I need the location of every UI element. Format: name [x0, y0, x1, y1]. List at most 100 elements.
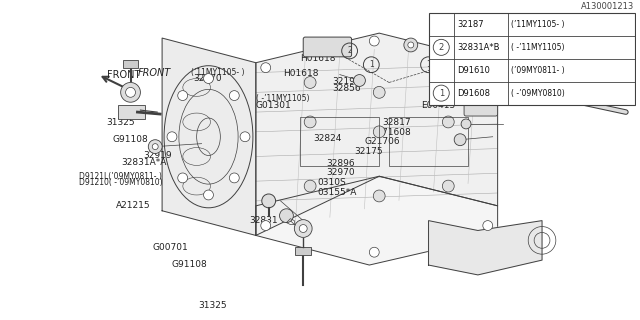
Text: G71608: G71608: [376, 128, 412, 137]
Text: D91610: D91610: [457, 66, 490, 75]
Circle shape: [280, 209, 293, 223]
Text: 32856: 32856: [333, 84, 361, 93]
Circle shape: [167, 132, 177, 142]
Circle shape: [373, 190, 385, 202]
Circle shape: [369, 247, 380, 257]
Circle shape: [461, 119, 471, 129]
Polygon shape: [256, 33, 498, 236]
Text: 32175: 32175: [355, 147, 383, 156]
Text: A130001213: A130001213: [580, 3, 634, 12]
Circle shape: [589, 74, 593, 78]
Text: 32824: 32824: [314, 133, 342, 142]
Text: 1: 1: [369, 60, 374, 69]
Polygon shape: [429, 220, 542, 275]
Circle shape: [373, 126, 385, 138]
Circle shape: [229, 173, 239, 183]
Text: 31325: 31325: [106, 118, 135, 127]
Bar: [295, 247, 311, 255]
Text: 32896: 32896: [326, 159, 355, 168]
Text: 0310S: 0310S: [317, 178, 346, 187]
Bar: [389, 117, 468, 166]
Circle shape: [353, 75, 365, 86]
Circle shape: [229, 91, 239, 100]
Bar: [300, 117, 380, 166]
Text: ( -’11MY1105): ( -’11MY1105): [511, 43, 564, 52]
Text: 2: 2: [438, 43, 444, 52]
Circle shape: [121, 83, 140, 102]
Circle shape: [454, 134, 466, 146]
Text: A21215: A21215: [116, 201, 151, 210]
Polygon shape: [256, 176, 498, 265]
Circle shape: [604, 66, 608, 70]
Text: G00701: G00701: [153, 243, 189, 252]
Text: FRONT: FRONT: [107, 70, 141, 80]
Circle shape: [294, 220, 312, 237]
Text: FRONT: FRONT: [138, 68, 171, 78]
Text: G91108: G91108: [172, 260, 207, 268]
Text: 32831A*B: 32831A*B: [457, 43, 499, 52]
Circle shape: [584, 66, 588, 70]
FancyBboxPatch shape: [436, 45, 458, 59]
Text: G01301: G01301: [255, 101, 291, 110]
Circle shape: [445, 30, 451, 36]
Circle shape: [442, 76, 454, 88]
Circle shape: [618, 61, 626, 69]
Circle shape: [559, 83, 579, 102]
Text: (’11MY1105- ): (’11MY1105- ): [511, 20, 564, 29]
Text: G21706: G21706: [364, 137, 400, 146]
Text: D91210( -’09MY0810): D91210( -’09MY0810): [79, 178, 163, 188]
Circle shape: [408, 42, 413, 48]
Circle shape: [586, 58, 606, 77]
Circle shape: [152, 144, 158, 149]
Circle shape: [262, 194, 276, 208]
Circle shape: [260, 63, 271, 73]
Circle shape: [564, 87, 573, 97]
Circle shape: [304, 116, 316, 128]
Text: 1: 1: [426, 60, 431, 69]
Text: H01618: H01618: [284, 69, 319, 78]
Circle shape: [240, 132, 250, 142]
FancyBboxPatch shape: [468, 84, 497, 99]
Circle shape: [579, 75, 590, 86]
Circle shape: [260, 220, 271, 230]
Circle shape: [373, 86, 385, 98]
Circle shape: [442, 180, 454, 192]
Circle shape: [442, 116, 454, 128]
Bar: [123, 60, 138, 68]
Circle shape: [369, 36, 380, 46]
Circle shape: [483, 63, 493, 73]
FancyBboxPatch shape: [513, 77, 557, 99]
Text: 2: 2: [348, 46, 352, 55]
Circle shape: [573, 69, 596, 92]
Circle shape: [148, 140, 162, 154]
Text: 32831A*A: 32831A*A: [121, 157, 166, 166]
Text: ( -’11MY1105): ( -’11MY1105): [255, 94, 309, 103]
Bar: [118, 105, 145, 119]
Circle shape: [204, 190, 213, 200]
Text: 31325: 31325: [198, 301, 227, 310]
Circle shape: [178, 91, 188, 100]
Text: E00415: E00415: [421, 101, 455, 110]
Circle shape: [404, 38, 418, 52]
FancyBboxPatch shape: [464, 98, 498, 116]
Circle shape: [483, 220, 493, 230]
Circle shape: [178, 173, 188, 183]
Text: 32831: 32831: [249, 216, 278, 225]
Circle shape: [304, 180, 316, 192]
Text: D9121L(’09MY0811- ): D9121L(’09MY0811- ): [79, 172, 162, 181]
Circle shape: [614, 57, 630, 73]
Text: 32187: 32187: [457, 20, 483, 29]
Text: 32919: 32919: [143, 151, 172, 160]
Circle shape: [204, 74, 213, 84]
Circle shape: [442, 26, 455, 40]
Text: H01618: H01618: [300, 54, 335, 63]
Text: 32970: 32970: [326, 168, 355, 177]
Circle shape: [599, 74, 604, 78]
Circle shape: [304, 76, 316, 88]
FancyBboxPatch shape: [431, 57, 457, 73]
Text: 32196: 32196: [333, 77, 361, 86]
Circle shape: [599, 57, 604, 61]
FancyBboxPatch shape: [492, 75, 524, 92]
Text: 03155*A: 03155*A: [317, 188, 357, 197]
Text: 1: 1: [438, 89, 444, 98]
